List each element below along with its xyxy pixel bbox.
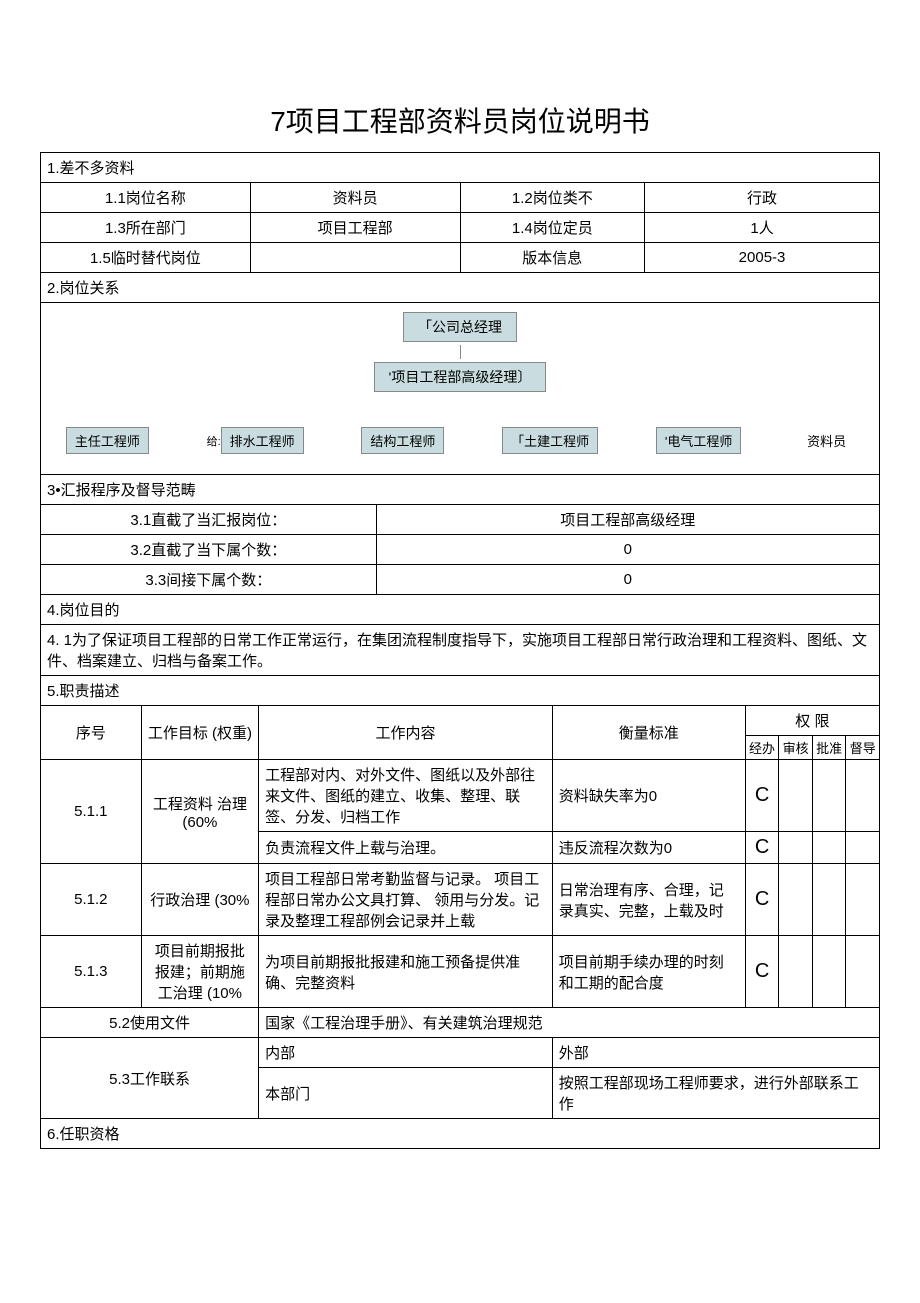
resp-row-2: 5.1.2 行政治理 (30% 项目工程部日常考勤监督与记录。 项目工程部日常办… (41, 864, 880, 936)
resp-measure: 资料缺失率为0 (552, 760, 745, 832)
resp-row-3: 5.1.3 项目前期报批报建；前期施工治理 (10% 为项目前期报批报建和施工预… (41, 936, 880, 1008)
col-header-goal: 工作目标 (权重) (141, 706, 258, 760)
label-direct-report: 3.1直截了当汇报岗位： (41, 505, 377, 535)
section-2-relations: 2.岗位关系 「公司总经理 '项目工程部高级经理〕 主任工程师 给: (40, 273, 880, 475)
col-header-no: 序号 (41, 706, 142, 760)
resp-auth-3 (846, 832, 880, 864)
org-node-role-0: 主任工程师 (66, 427, 149, 454)
label-version: 版本信息 (460, 243, 645, 273)
resp-goal: 工程资料 治理 (60% (141, 760, 258, 864)
resp-goal: 项目前期报批报建；前期施工治理 (10% (141, 936, 258, 1008)
section-5-responsibilities: 5.职责描述 序号 工作目标 (权重) 工作内容 衡量标准 权 限 经办 审核 … (40, 675, 880, 1119)
col-header-auth-0: 经办 (745, 736, 779, 760)
col-header-auth: 权 限 (745, 706, 879, 736)
resp-content: 工程部对内、对外文件、图纸以及外部往来文件、图纸的建立、收集、整理、联签、分发、… (259, 760, 553, 832)
resp-auth-2 (812, 760, 846, 832)
section-4-purpose: 4.岗位目的 4. 1为了保证项目工程部的日常工作正常运行，在集团流程制度指导下… (40, 595, 880, 675)
resp-content: 负责流程文件上载与治理。 (259, 832, 553, 864)
org-node-role-4: '电气工程师 (656, 427, 741, 454)
resp-auth-3 (846, 864, 880, 936)
org-node-senior-manager: '项目工程部高级经理〕 (374, 362, 547, 392)
resp-no: 5.1.3 (41, 936, 142, 1008)
label-temp-substitute: 1.5临时替代岗位 (41, 243, 251, 273)
section-3-heading: 3•汇报程序及督导范畴 (41, 475, 880, 505)
org-node-role-2: 结构工程师 (361, 427, 444, 454)
section-3-reporting: 3•汇报程序及督导范畴 3.1直截了当汇报岗位： 项目工程部高级经理 3.2直截… (40, 475, 880, 595)
section-6-qualifications: 6.任职资格 (40, 1119, 880, 1149)
value-direct-report: 项目工程部高级经理 (376, 505, 879, 535)
value-headcount: 1人 (645, 213, 880, 243)
col-header-measure: 衡量标准 (552, 706, 745, 760)
value-job-type: 行政 (645, 183, 880, 213)
resp-auth-2 (812, 936, 846, 1008)
label-job-type: 1.2岗位类不 (460, 183, 645, 213)
resp-auth-1 (779, 864, 813, 936)
col-header-auth-2: 批准 (812, 736, 846, 760)
org-node-role-3: 「土建工程师 (502, 427, 598, 454)
col-header-content: 工作内容 (259, 706, 553, 760)
section-1-heading: 1.差不多资料 (41, 153, 880, 183)
value-version: 2005-3 (645, 243, 880, 273)
value-job-name: 资料员 (250, 183, 460, 213)
document-title: 7项目工程部资料员岗位说明书 (40, 100, 880, 140)
label-job-name: 1.1岗位名称 (41, 183, 251, 213)
section-2-heading: 2.岗位关系 (41, 273, 880, 303)
label-external: 外部 (552, 1038, 879, 1068)
value-indirect-sub-count: 0 (376, 565, 879, 595)
value-external: 按照工程部现场工程师要求，进行外部联系工作 (552, 1068, 879, 1119)
section-5-heading: 5.职责描述 (41, 676, 880, 706)
label-indirect-sub-count: 3.3间接下属个数： (41, 565, 377, 595)
resp-auth-0: C (745, 760, 779, 832)
value-direct-sub-count: 0 (376, 535, 879, 565)
resp-no: 5.1.1 (41, 760, 142, 864)
org-node-role-5: 资料员 (799, 428, 854, 453)
value-department: 项目工程部 (250, 213, 460, 243)
value-temp-substitute (250, 243, 460, 273)
org-node-role-1: 排水工程师 (221, 427, 304, 454)
resp-content: 项目工程部日常考勤监督与记录。 项目工程部日常办公文具打算、 领用与分发。记录及… (259, 864, 553, 936)
org-chart-container: 「公司总经理 '项目工程部高级经理〕 主任工程师 给: 排水工程师 结构工程师 (41, 303, 880, 475)
resp-measure: 违反流程次数为0 (552, 832, 745, 864)
job-description-document: 7项目工程部资料员岗位说明书 1.差不多资料 1.1岗位名称 资料员 1.2岗位… (40, 100, 880, 1149)
label-direct-sub-count: 3.2直截了当下属个数： (41, 535, 377, 565)
section-4-body: 4. 1为了保证项目工程部的日常工作正常运行，在集团流程制度指导下，实施项目工程… (41, 625, 880, 676)
label-5-2: 5.2使用文件 (41, 1008, 259, 1038)
section-4-heading: 4.岗位目的 (41, 595, 880, 625)
section-6-heading: 6.任职资格 (41, 1119, 880, 1149)
value-internal: 本部门 (259, 1068, 553, 1119)
resp-auth-3 (846, 936, 880, 1008)
resp-measure: 日常治理有序、合理，记录真实、完整，上载及时 (552, 864, 745, 936)
label-5-3: 5.3工作联系 (41, 1038, 259, 1119)
resp-no: 5.1.2 (41, 864, 142, 936)
resp-auth-1 (779, 760, 813, 832)
resp-auth-0: C (745, 864, 779, 936)
org-prefix: 给: (207, 433, 221, 449)
resp-row-1: 5.1.1 工程资料 治理 (60% 工程部对内、对外文件、图纸以及外部往来文件… (41, 760, 880, 832)
resp-content: 为项目前期报批报建和施工预备提供准确、完整资料 (259, 936, 553, 1008)
org-node-gm: 「公司总经理 (403, 312, 517, 342)
label-department: 1.3所在部门 (41, 213, 251, 243)
label-headcount: 1.4岗位定员 (460, 213, 645, 243)
label-internal: 内部 (259, 1038, 553, 1068)
col-header-auth-3: 督导 (846, 736, 880, 760)
value-5-2: 国家《工程治理手册》、有关建筑治理规范 (259, 1008, 880, 1038)
resp-auth-1 (779, 832, 813, 864)
resp-goal: 行政治理 (30% (141, 864, 258, 936)
resp-auth-2 (812, 832, 846, 864)
resp-auth-3 (846, 760, 880, 832)
section-1-basic-info: 1.差不多资料 1.1岗位名称 资料员 1.2岗位类不 行政 1.3所在部门 项… (40, 152, 880, 273)
resp-auth-0: C (745, 936, 779, 1008)
col-header-auth-1: 审核 (779, 736, 813, 760)
resp-auth-0: C (745, 832, 779, 864)
resp-measure: 项目前期手续办理的时刻和工期的配合度 (552, 936, 745, 1008)
resp-auth-1 (779, 936, 813, 1008)
resp-auth-2 (812, 864, 846, 936)
